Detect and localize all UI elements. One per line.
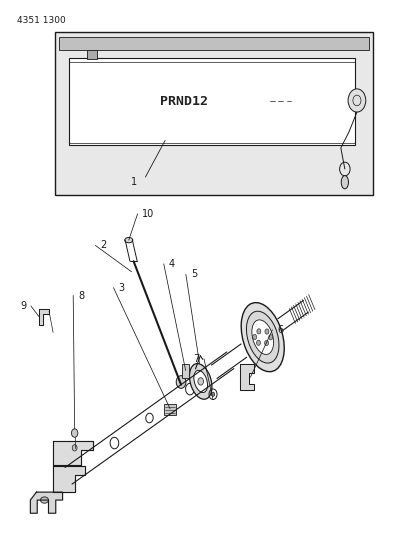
Polygon shape — [39, 309, 49, 325]
Bar — [69, 58, 355, 145]
Ellipse shape — [189, 364, 212, 399]
Text: 8: 8 — [78, 290, 84, 301]
Bar — [182, 364, 189, 378]
Text: 2: 2 — [100, 240, 106, 251]
Bar — [59, 37, 369, 50]
Circle shape — [269, 335, 273, 340]
Circle shape — [176, 376, 186, 389]
Ellipse shape — [110, 437, 119, 449]
Circle shape — [264, 340, 268, 345]
Text: PRND12: PRND12 — [160, 95, 208, 108]
Text: 4351 1300: 4351 1300 — [17, 16, 66, 25]
Ellipse shape — [341, 175, 348, 189]
Circle shape — [253, 334, 257, 340]
Text: 3: 3 — [118, 282, 124, 293]
Text: 1: 1 — [131, 177, 137, 187]
Ellipse shape — [246, 311, 279, 363]
Text: 5: 5 — [191, 269, 197, 279]
Polygon shape — [30, 492, 62, 513]
Ellipse shape — [40, 497, 49, 503]
Bar — [87, 50, 97, 59]
Circle shape — [72, 445, 77, 451]
Circle shape — [348, 89, 366, 112]
Bar — [164, 405, 176, 415]
Circle shape — [265, 329, 269, 334]
Ellipse shape — [194, 370, 208, 392]
Polygon shape — [240, 364, 255, 391]
Polygon shape — [53, 441, 93, 465]
Circle shape — [211, 392, 215, 397]
Ellipse shape — [241, 303, 284, 372]
Text: 4: 4 — [169, 259, 175, 269]
Ellipse shape — [252, 320, 273, 354]
Bar — [55, 32, 373, 195]
Text: 9: 9 — [20, 301, 26, 311]
Circle shape — [257, 329, 261, 334]
Text: 7: 7 — [193, 354, 199, 364]
Ellipse shape — [125, 238, 133, 243]
Text: 6: 6 — [277, 325, 284, 335]
Circle shape — [198, 378, 204, 385]
Circle shape — [257, 340, 261, 345]
Ellipse shape — [146, 413, 153, 423]
Text: 10: 10 — [142, 209, 155, 219]
Polygon shape — [53, 466, 85, 492]
Circle shape — [71, 429, 78, 437]
Ellipse shape — [186, 383, 194, 395]
